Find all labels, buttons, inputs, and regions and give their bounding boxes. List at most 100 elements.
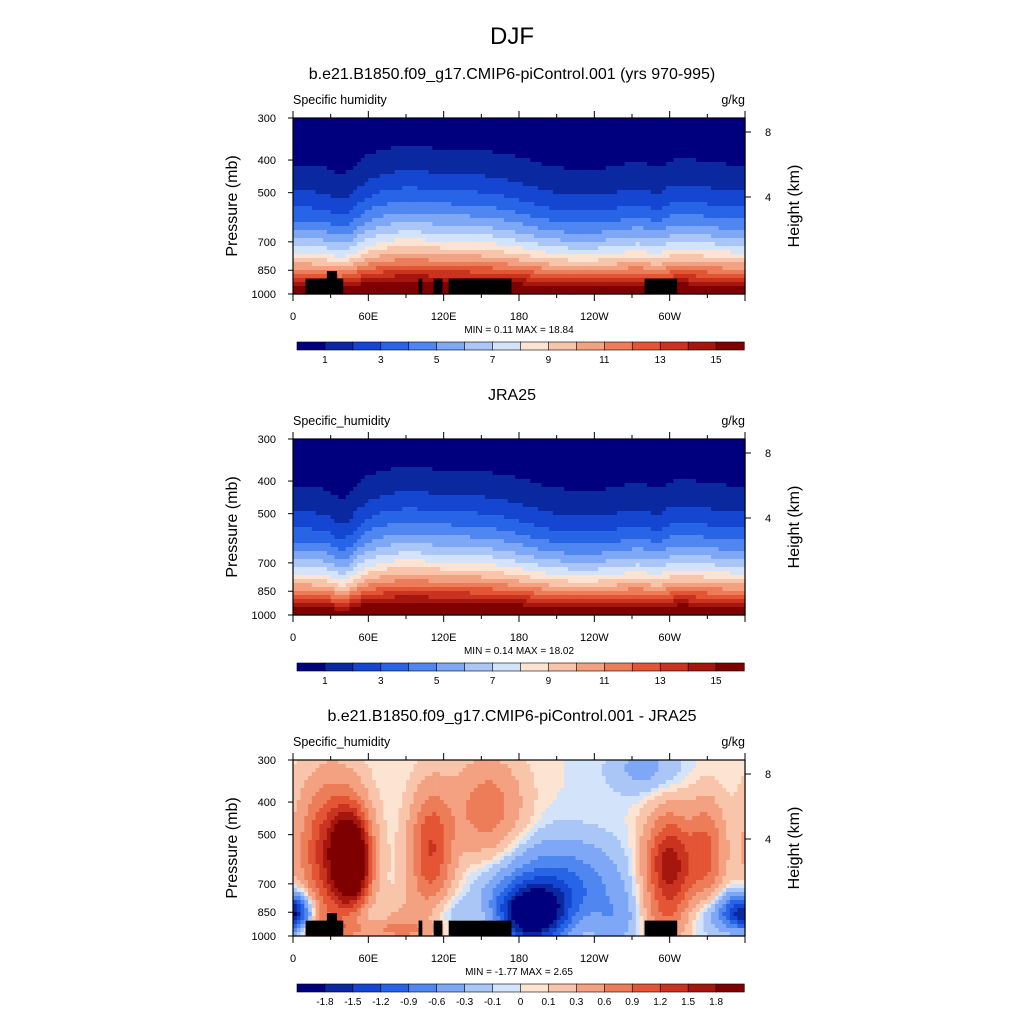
field-cell <box>357 190 362 195</box>
field-cell <box>439 174 445 179</box>
field-cell <box>492 238 497 243</box>
field-cell <box>662 126 667 131</box>
field-cell <box>360 182 366 187</box>
field-cell <box>432 178 437 183</box>
field-cell <box>711 166 716 171</box>
field-cell <box>545 270 550 275</box>
field-cell <box>684 154 690 159</box>
field-cell <box>526 278 531 283</box>
field-cell <box>552 142 558 147</box>
field-cell <box>586 142 592 147</box>
field-cell <box>447 198 452 203</box>
field-cell <box>387 166 392 171</box>
field-cell <box>334 258 339 263</box>
field-cell <box>601 170 607 175</box>
field-cell <box>360 190 366 195</box>
field-cell <box>522 266 528 271</box>
field-cell <box>628 182 633 187</box>
field-cell <box>345 178 351 183</box>
field-cell <box>643 202 648 207</box>
field-cell <box>677 214 682 219</box>
field-cell <box>454 162 460 167</box>
field-cell <box>349 138 354 143</box>
field-cell <box>458 146 464 151</box>
field-cell <box>477 134 482 139</box>
field-cell <box>353 138 358 143</box>
field-cell <box>575 182 580 187</box>
field-cell <box>488 242 494 247</box>
field-cell <box>308 158 313 163</box>
field-cell <box>699 142 705 147</box>
field-cell <box>304 150 309 155</box>
field-cell <box>293 206 298 211</box>
field-cell <box>643 158 648 163</box>
field-cell <box>650 138 656 143</box>
field-cell <box>537 274 543 279</box>
field-cell <box>534 134 539 139</box>
field-cell <box>424 118 430 123</box>
field-cell <box>579 182 584 187</box>
field-cell <box>643 146 648 151</box>
field-cell <box>341 222 347 227</box>
field-cell <box>357 146 362 151</box>
field-cell <box>326 138 332 143</box>
field-cell <box>466 250 471 255</box>
field-cell <box>699 222 705 227</box>
field-cell <box>304 146 309 151</box>
field-cell <box>586 274 592 279</box>
field-cell <box>677 254 682 259</box>
field-cell <box>296 182 302 187</box>
field-cell <box>421 134 426 139</box>
field-cell <box>330 194 336 199</box>
field-cell <box>632 146 637 151</box>
field-cell <box>334 194 339 199</box>
field-cell <box>334 234 339 239</box>
field-cell <box>496 174 501 179</box>
field-cell <box>699 150 705 155</box>
field-cell <box>387 118 392 123</box>
field-cell <box>402 230 407 235</box>
field-cell <box>300 234 305 239</box>
field-cell <box>387 258 392 263</box>
field-cell <box>451 218 456 223</box>
field-cell <box>473 194 479 199</box>
field-cell <box>711 250 716 255</box>
field-cell <box>443 194 449 199</box>
field-cell <box>643 182 648 187</box>
field-cell <box>526 218 531 223</box>
field-cell <box>549 186 554 191</box>
field-cell <box>673 154 678 159</box>
field-cell <box>375 218 381 223</box>
field-cell <box>326 118 332 123</box>
field-cell <box>575 226 580 231</box>
field-cell <box>714 138 720 143</box>
field-cell <box>462 254 467 259</box>
field-cell <box>383 198 388 203</box>
field-cell <box>488 122 494 127</box>
field-cell <box>654 146 659 151</box>
field-cell <box>304 130 309 135</box>
field-cell <box>556 146 562 151</box>
field-cell <box>436 190 441 195</box>
field-cell <box>311 174 317 179</box>
field-cell <box>575 174 580 179</box>
field-cell <box>428 178 433 183</box>
field-cell <box>613 258 618 263</box>
field-cell <box>379 142 384 147</box>
field-cell <box>334 206 339 211</box>
field-cell <box>296 146 302 151</box>
field-cell <box>586 186 592 191</box>
field-cell <box>688 246 693 251</box>
field-cell <box>398 250 403 255</box>
field-cell <box>402 162 407 167</box>
field-cell <box>443 246 449 251</box>
field-cell <box>360 282 366 287</box>
field-cell <box>398 210 403 215</box>
field-cell <box>722 134 727 139</box>
field-cell <box>647 262 652 267</box>
field-cell <box>534 206 539 211</box>
field-cell <box>496 206 501 211</box>
field-cell <box>707 278 712 283</box>
field-cell <box>496 242 501 247</box>
field-cell <box>466 182 471 187</box>
